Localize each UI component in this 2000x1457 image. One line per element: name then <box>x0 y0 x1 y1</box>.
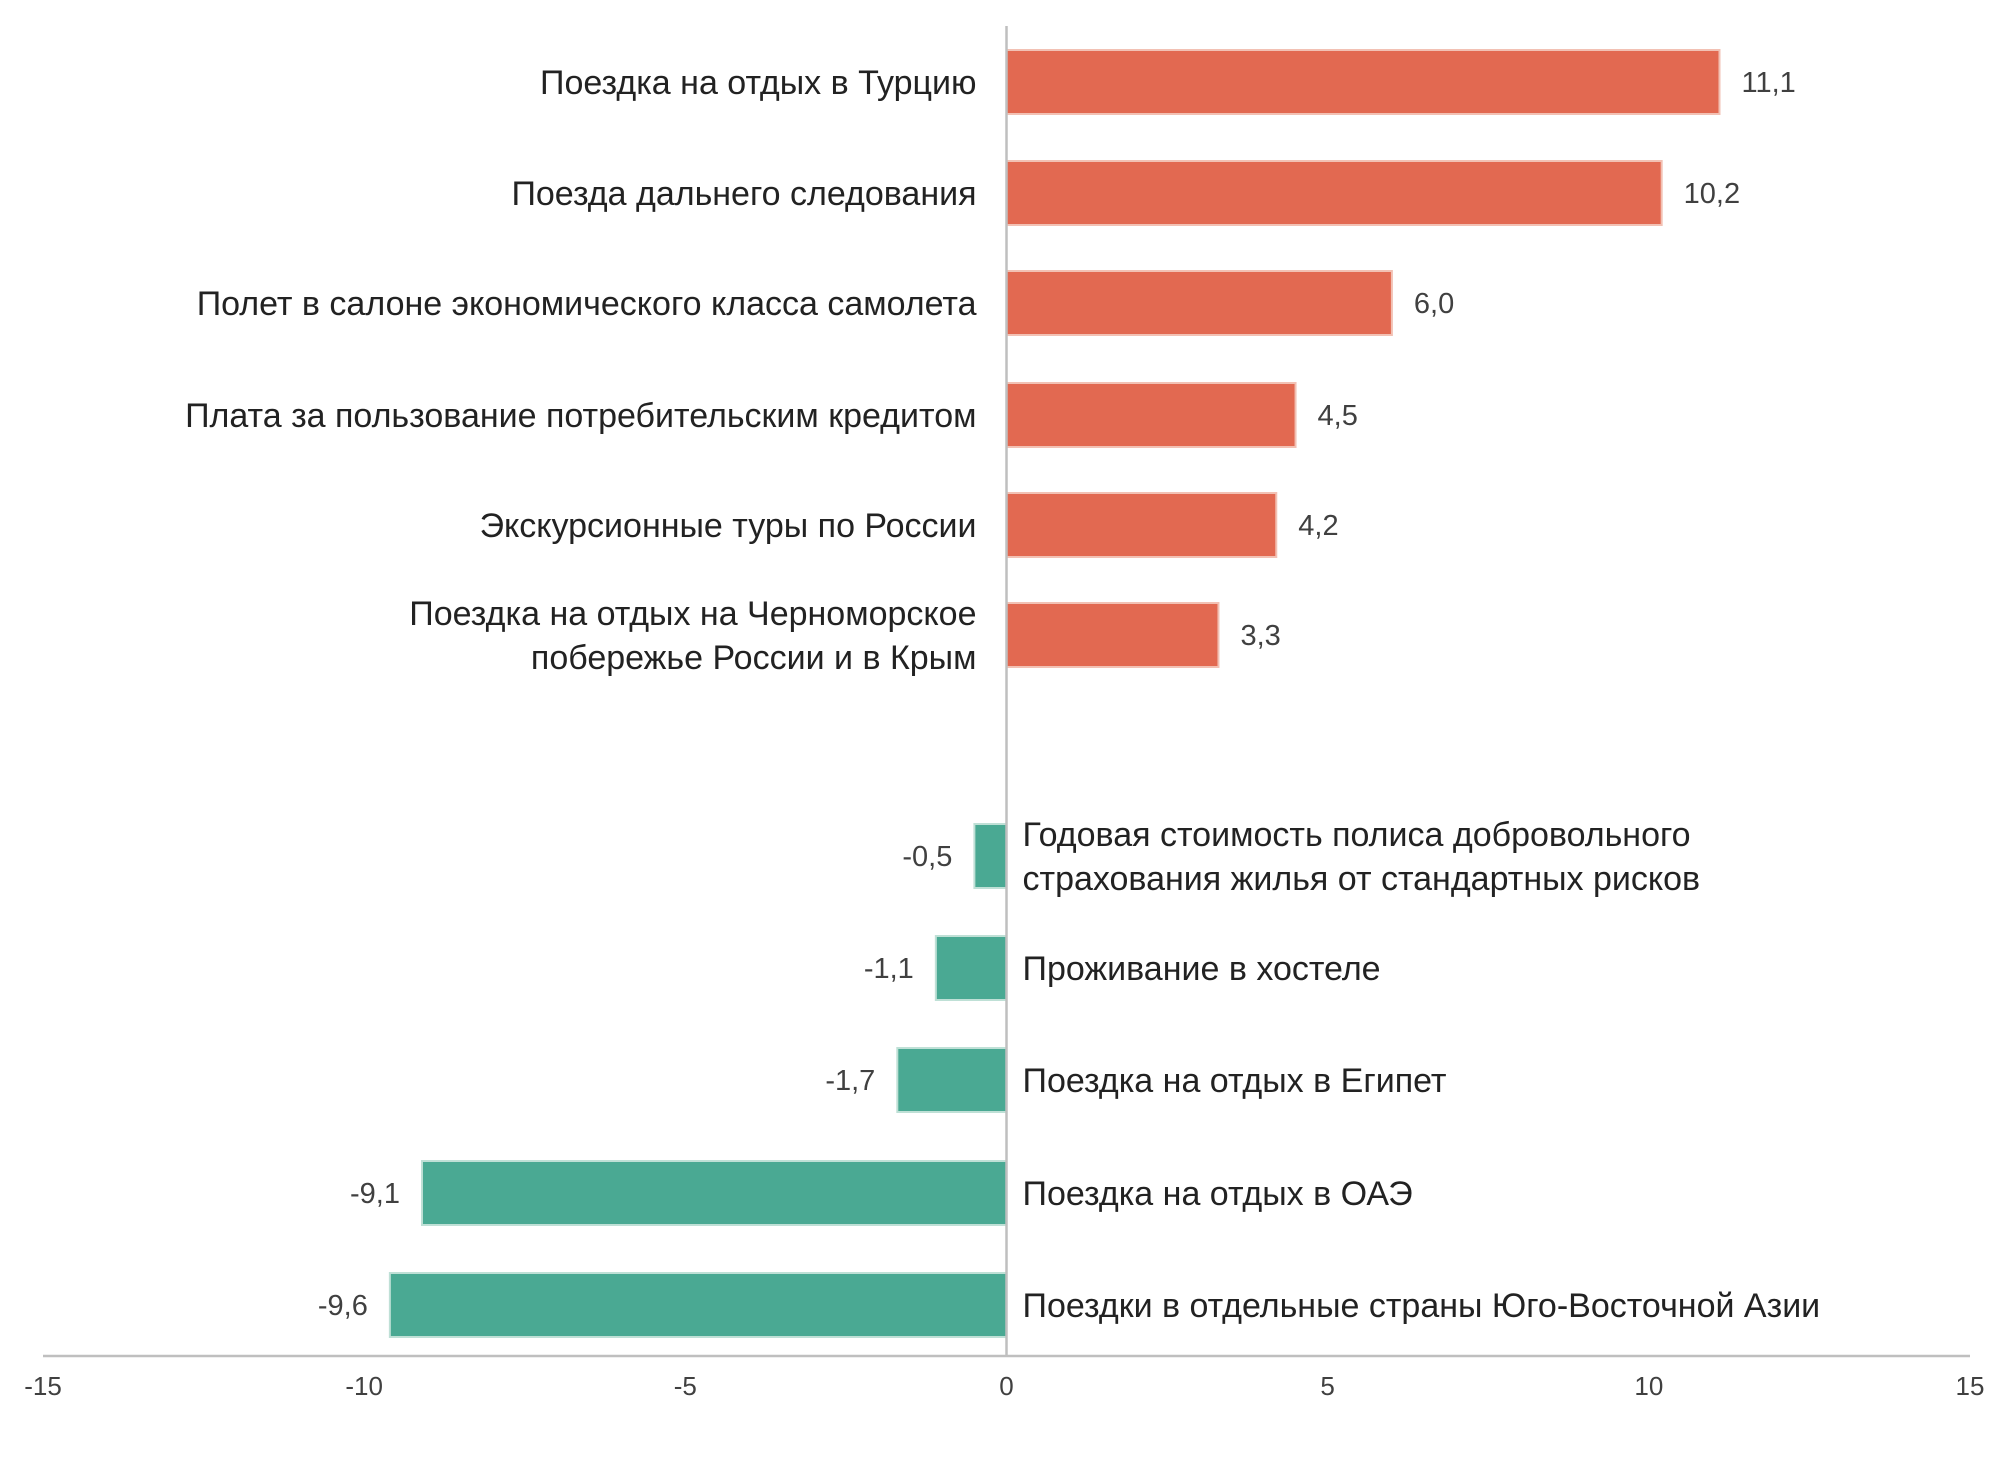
bars-layer <box>388 49 1721 1338</box>
axes-layer <box>43 26 1970 1358</box>
category-label-11: Поездки в отдельные страны Юго-Восточной… <box>1023 1287 1821 1325</box>
category-label-9: Поездка на отдых в Египет <box>1023 1062 1447 1100</box>
x-tick-label-2: -10 <box>345 1371 383 1401</box>
x-tick-label-4: 0 <box>999 1371 1013 1401</box>
value-label-7: -0,5 <box>902 841 952 873</box>
category-label-3: Полет в салоне экономического класса сам… <box>197 285 977 323</box>
value-label-10: -9,1 <box>350 1178 400 1210</box>
category-label-2: Поезда дальнего следования <box>511 175 976 213</box>
x-tick-label-3: -5 <box>674 1371 697 1401</box>
value-label-6: 3,3 <box>1240 620 1280 652</box>
bar-6 <box>1005 602 1220 668</box>
bar-10 <box>420 1160 1008 1226</box>
bar-8 <box>934 935 1008 1001</box>
value-label-11: -9,6 <box>318 1290 368 1322</box>
bar-9 <box>896 1047 1008 1113</box>
category-label-1: Поездка на отдых в Турцию <box>540 64 977 102</box>
x-tick-label-6: 10 <box>1634 1371 1663 1401</box>
category-label-8: Проживание в хостеле <box>1023 950 1381 988</box>
value-label-1: 11,1 <box>1741 67 1795 99</box>
category-label-4: Плата за пользование потребительским кре… <box>185 397 976 435</box>
bar-11 <box>388 1272 1008 1338</box>
value-label-3: 6,0 <box>1414 288 1454 320</box>
x-tick-label-1: -15 <box>24 1371 62 1401</box>
bar-2 <box>1005 160 1663 226</box>
value-label-5: 4,2 <box>1298 510 1338 542</box>
bar-1 <box>1005 49 1721 115</box>
category-label-5: Экскурсионные туры по России <box>480 507 977 545</box>
value-label-2: 10,2 <box>1684 178 1740 210</box>
value-label-9: -1,7 <box>825 1065 875 1097</box>
labels-layer: 11,1 Поездка на отдых в Турцию 10,2 Поезда … <box>24 64 1984 1401</box>
bar-7 <box>973 823 1008 889</box>
bar-3 <box>1005 270 1393 336</box>
x-tick-label-5: 5 <box>1320 1371 1334 1401</box>
value-label-8: -1,1 <box>864 953 914 985</box>
category-label-10: Поездка на отдых в ОАЭ <box>1023 1175 1413 1213</box>
category-label-6: Поездка на отдых на Черноморское побережь… <box>409 595 976 677</box>
category-label-7: Годовая стоимость полиса добровольного ст… <box>1023 816 1701 898</box>
bar-5 <box>1005 492 1278 558</box>
x-tick-label-7: 15 <box>1956 1371 1985 1401</box>
value-label-4: 4,5 <box>1318 400 1358 432</box>
bar-4 <box>1005 382 1297 448</box>
